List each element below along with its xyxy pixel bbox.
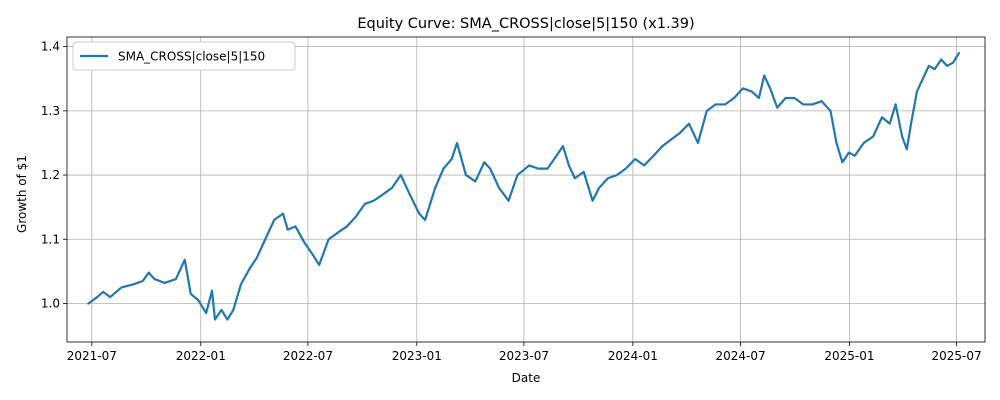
chart-title: Equity Curve: SMA_CROSS|close|5|150 (x1.… (357, 16, 694, 32)
x-tick-label: 2021-07 (67, 349, 117, 363)
x-tick-label: 2025-01 (824, 349, 874, 363)
x-axis-ticks: 2021-07 2022-01 2022-07 2023-01 2023-07 2024-… (67, 342, 982, 363)
x-axis-title: Date (512, 371, 541, 385)
x-tick-label: 2023-07 (499, 349, 549, 363)
y-tick-label: 1.3 (41, 104, 60, 118)
x-tick-label: 2024-01 (608, 349, 658, 363)
legend-box (72, 41, 296, 71)
y-tick-label: 1.1 (41, 232, 60, 246)
y-axis-title: Growth of $1 (15, 155, 29, 233)
x-tick-label: 2023-01 (392, 349, 442, 363)
y-tick-label: 1.2 (41, 168, 60, 182)
legend-series-label: SMA_CROSS|close|5|150 (118, 50, 265, 64)
series-layer (87, 51, 961, 321)
x-tick-label: 2025-07 (932, 349, 982, 363)
y-tick-label: 1.0 (41, 296, 60, 310)
x-tick-label: 2022-01 (176, 349, 226, 363)
series-line-0 (87, 51, 961, 321)
grid (67, 37, 985, 342)
y-tick-label: 1.4 (41, 40, 60, 54)
x-tick-label: 2024-07 (715, 349, 765, 363)
legend: SMA_CROSS|close|5|150 (72, 41, 296, 71)
x-tick-label: 2022-07 (283, 349, 333, 363)
y-axis-ticks: 1.0 1.1 1.2 1.3 1.4 (41, 40, 67, 310)
plot-frame (66, 36, 986, 343)
